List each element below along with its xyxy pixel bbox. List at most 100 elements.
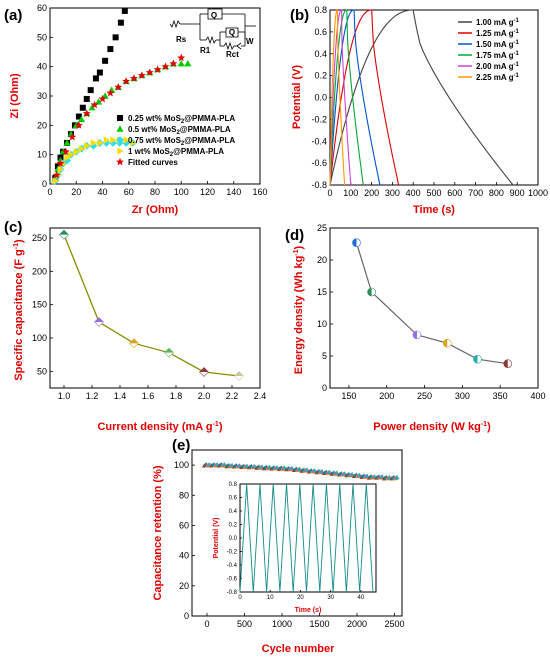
panel-a-point-series-1 [184,60,192,67]
panel-a-point-series-4 [130,74,138,82]
panel-a-point-series-3 [84,142,91,150]
panel-e-point [357,472,363,477]
panel-b-curves [329,9,514,186]
panel-e-inset-y-tick-label: -0.4 [227,563,238,569]
panel-a-x-tick-label: 40 [97,187,107,197]
panel-a-point-series-0 [79,104,86,111]
panel-e-inset-y-ticks: 0.8 0.6 0.4 0.2 0.0 -0.2 -0.4 -0.6 -0.8 [227,482,242,596]
panel-e-inset-x-tick-label: 20 [297,595,304,601]
panel-e-inset-y-axis-label: Potential (V) [213,518,220,559]
panel-a-point-series-3 [57,165,65,173]
panel-b-x-tick-label: 200 [364,188,379,198]
panel-a-y-tick-label: 30 [37,91,47,101]
panel-a-point-series-3 [129,139,137,147]
panel-a-y-tick-label: 40 [37,62,47,72]
panel-b-y-tick-label: -0.8 [311,180,327,190]
panel-a-legend-marker-2 [116,136,124,144]
panel-d-point [442,338,452,348]
panel-d-x-tick-label: 300 [455,391,470,401]
panel-a-point-series-1 [77,115,86,123]
panel-a-point-series-0 [92,75,99,82]
panel-d-y-tick-label: 5 [322,351,327,361]
panel-e-y-tick-label: 100 [174,460,189,470]
panel-a-point-series-4 [122,77,131,85]
panel-a-legend-marker-0 [117,115,123,121]
panel-e-inset-y-tick-label: -0.6 [227,577,238,583]
panel-e-point [244,463,250,468]
panel-d-y-tick-label: 25 [317,223,327,233]
panel-e-x-tick-label: 500 [237,619,252,629]
panel-e-y-tick-label: 20 [179,581,189,591]
panel-b-legend-label-2: 1.50 mA g-1 [476,40,519,49]
panel-e-point [297,466,303,471]
panel-a-point-series-4 [145,68,154,76]
panel-b-y-tick-label: 0.2 [314,71,327,81]
circuit-w-label: W [246,37,254,46]
panel-d-y-axis-label: Energy density (Wh kg-1) [293,245,305,374]
circuit-rct-label: Rct [226,50,239,59]
panel-a-data-points [51,7,192,185]
panel-c-y-tick-label: 250 [32,233,47,243]
circuit-q1-label: Q [211,11,217,20]
panel-d-point-fill [473,355,478,364]
panel-e-inset-curve [239,483,374,593]
panel-a-point-series-4 [177,53,186,62]
panel-a-point-series-1 [177,60,185,67]
panel-a-point-series-4 [68,132,77,141]
panel-d-line [355,242,508,365]
panel-a-x-tick-label: 160 [252,187,267,197]
panel-a-x-tick-label: 140 [226,187,241,197]
panel-e-point [237,463,243,468]
panel-b-y-tick-label: -0.6 [311,158,327,168]
panel-e-y-tick-label: 0 [184,611,189,621]
panel-e-point [327,469,333,474]
panel-a-x-tick-label: 80 [150,187,160,197]
panel-e-point [274,465,280,470]
panel-c-label: (c) [4,219,22,236]
panel-c: (c) 1.0 1.2 1.4 1.6 1.8 2.0 2.2 2.4 50 100 150 200… [4,219,266,433]
panel-d-point-fill [352,238,357,247]
panel-b-x-tick-label: 500 [426,188,441,198]
panel-b-legend: 1.00 mA g-1 1.25 mA g-1 1.50 mA g-1 1.75 mA… [458,18,519,82]
panel-e-point [304,467,310,472]
panel-c-x-tick-label: 1.6 [142,391,155,401]
panel-a-point-series-4 [82,109,91,117]
panel-c-series [59,229,244,381]
panel-a-point-series-4 [161,62,170,71]
panel-a-legend-label-1: 0.5 wt% MoS2@PMMA-PLA [128,125,231,136]
panel-e-retention-points [201,462,400,481]
panel-c-x-ticks: 1.0 1.2 1.4 1.6 1.8 2.0 2.2 2.4 [58,385,266,401]
panel-d-x-tick-label: 400 [530,391,545,401]
panel-e-inset-frame [239,483,377,593]
panel-d: (d) 150 200 250 300 350 400 0 5 10 15 20 25 Power … [285,223,546,433]
panel-e-point [364,473,370,478]
panel-e-point [342,471,348,476]
panel-a-point-series-2 [89,141,98,150]
panel-e-x-axis-label: Cycle number [262,643,335,655]
panel-a-point-series-4 [98,94,107,103]
panel-e-inset-x-tick-label: 10 [267,595,274,601]
panel-b-label: (b) [290,7,309,24]
panel-a-point-series-0 [83,95,90,102]
panel-b-x-tick-label: 0 [327,188,332,198]
panel-e-y-axis-label: Capacitance retention (%) [152,465,164,600]
panel-c-point-fill [164,348,174,353]
panel-e-label: (e) [172,437,190,454]
panel-e-point [349,471,355,477]
panel-a-point-series-4 [114,83,123,91]
panel-d-point [352,238,361,248]
panel-d-y-tick-label: 15 [317,287,327,297]
panel-a-point-series-3 [103,136,111,144]
panel-a-point-series-0 [112,34,119,41]
panel-d-x-tick-label: 350 [493,391,508,401]
panel-a-point-series-3 [73,148,80,156]
panel-b-y-tick-label: -0.4 [311,136,327,146]
panel-a-point-series-4 [106,88,115,97]
panel-a: (a) 0 20 40 60 80 100 120 140 160 0102030405060 … [4,3,268,216]
panel-c-x-tick-label: 1.8 [170,391,183,401]
panel-e-inset-x-tick-label: 0 [238,595,242,601]
panel-d-series [352,238,513,368]
panel-a-point-series-4 [74,121,83,129]
